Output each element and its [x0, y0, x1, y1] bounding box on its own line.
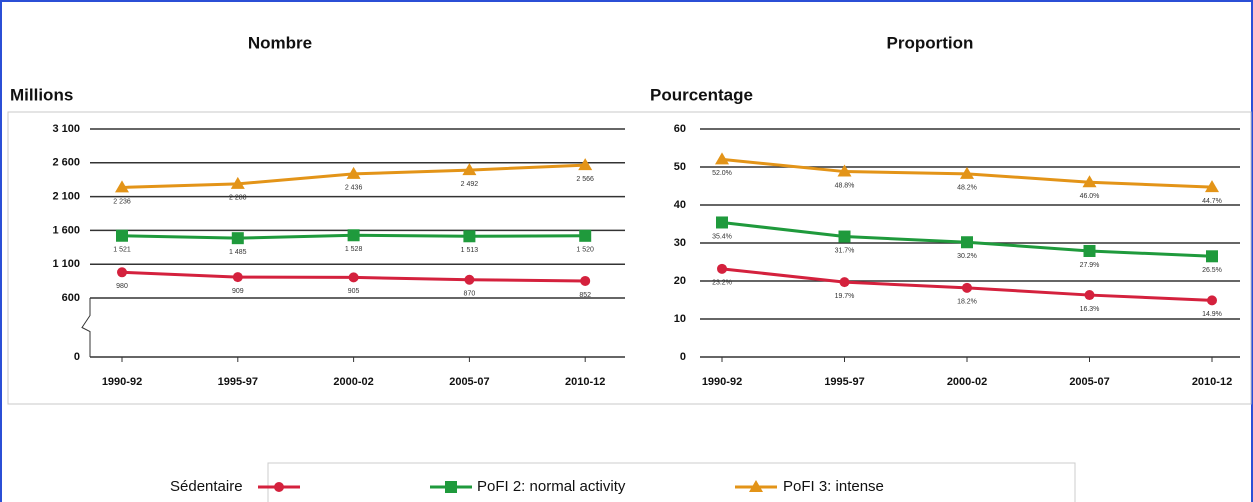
value-label: 18.2% [957, 299, 977, 306]
value-label: 1 513 [461, 247, 479, 254]
x-tick-label: 2010-12 [1192, 376, 1232, 388]
y-tick-label: 20 [674, 275, 686, 287]
marker [961, 236, 973, 249]
value-label: 46.0% [1080, 193, 1100, 200]
y-tick-label: 0 [74, 351, 80, 363]
legend-label: PoFI 3: intense [783, 478, 884, 495]
value-label: 980 [116, 283, 128, 290]
marker [462, 163, 477, 176]
marker [464, 274, 475, 285]
legend-label: PoFI 2: normal activity [477, 478, 626, 495]
x-tick-label: 2005-07 [1069, 376, 1109, 388]
value-label: 1 520 [576, 247, 594, 254]
marker [1084, 290, 1095, 301]
y-axis-label: Pourcentage [650, 85, 753, 104]
value-label: 52.0% [712, 170, 732, 177]
marker [347, 229, 360, 242]
x-tick-label: 1995-97 [218, 376, 258, 388]
marker [580, 275, 591, 286]
chart-box [7, 111, 1252, 405]
x-tick-label: 1990-92 [702, 376, 742, 388]
y-axis-label: Millions [10, 85, 73, 104]
marker [274, 482, 284, 492]
value-label: 1 485 [229, 249, 247, 256]
value-label: 2 436 [345, 185, 363, 192]
marker [348, 272, 359, 283]
x-tick-label: 2005-07 [449, 376, 489, 388]
marker [1205, 180, 1219, 193]
value-label: 909 [232, 288, 244, 295]
marker [116, 229, 128, 242]
value-label: 48.2% [957, 185, 977, 192]
value-label: 852 [579, 292, 591, 299]
value-label: 2 288 [229, 195, 247, 202]
marker [232, 272, 243, 283]
value-label: 44.7% [1202, 198, 1222, 205]
marker [715, 152, 729, 165]
value-label: 905 [348, 288, 360, 295]
axis-break [81, 298, 91, 357]
marker [837, 164, 852, 177]
y-tick-label: 1 600 [52, 224, 80, 236]
y-tick-label: 0 [680, 351, 686, 363]
legend-box [267, 462, 1076, 502]
y-tick-label: 50 [674, 161, 686, 173]
y-tick-label: 30 [674, 237, 686, 249]
marker [960, 166, 974, 179]
marker [1206, 250, 1218, 263]
marker [231, 232, 244, 245]
value-label: 1 528 [345, 246, 363, 253]
y-tick-label: 3 100 [52, 123, 80, 135]
marker [578, 158, 593, 171]
value-label: 2 492 [461, 181, 479, 188]
value-label: 30.2% [957, 253, 977, 260]
value-label: 2 236 [113, 198, 131, 205]
chart-title: Proportion [887, 33, 974, 52]
y-tick-label: 60 [674, 123, 686, 135]
x-tick-label: 2010-12 [565, 376, 605, 388]
marker [346, 166, 361, 179]
marker [463, 230, 476, 243]
marker [579, 229, 592, 242]
x-tick-label: 1990-92 [102, 376, 142, 388]
y-tick-label: 600 [62, 292, 80, 304]
marker [230, 176, 245, 189]
marker [716, 216, 728, 229]
chart-title: Nombre [248, 33, 312, 52]
marker [962, 282, 972, 293]
marker [838, 230, 851, 243]
value-label: 48.8% [835, 182, 855, 189]
value-label: 31.7% [835, 247, 855, 254]
marker [445, 481, 457, 493]
value-label: 870 [464, 291, 476, 298]
marker [749, 480, 763, 492]
y-tick-label: 1 100 [52, 258, 80, 270]
marker [117, 267, 127, 278]
y-tick-label: 2 100 [52, 191, 80, 203]
value-label: 26.5% [1202, 267, 1222, 274]
y-tick-label: 10 [674, 313, 686, 325]
value-label: 14.9% [1202, 311, 1222, 318]
legend-label: Sédentaire [170, 478, 243, 495]
value-label: 2 566 [576, 176, 594, 183]
value-label: 1 521 [113, 247, 131, 254]
value-label: 16.3% [1080, 306, 1100, 313]
value-label: 35.4% [712, 233, 732, 240]
value-label: 19.7% [835, 293, 855, 300]
value-label: 27.9% [1080, 262, 1100, 269]
value-label: 23.2% [712, 280, 732, 287]
marker [839, 277, 850, 288]
marker [717, 263, 727, 274]
marker [115, 180, 129, 193]
y-tick-label: 2 600 [52, 157, 80, 169]
x-tick-label: 2000-02 [947, 376, 987, 388]
marker [1082, 175, 1097, 188]
marker [1207, 295, 1217, 306]
y-tick-label: 40 [674, 199, 686, 211]
marker [1083, 244, 1096, 257]
x-tick-label: 1995-97 [824, 376, 864, 388]
x-tick-label: 2000-02 [333, 376, 373, 388]
